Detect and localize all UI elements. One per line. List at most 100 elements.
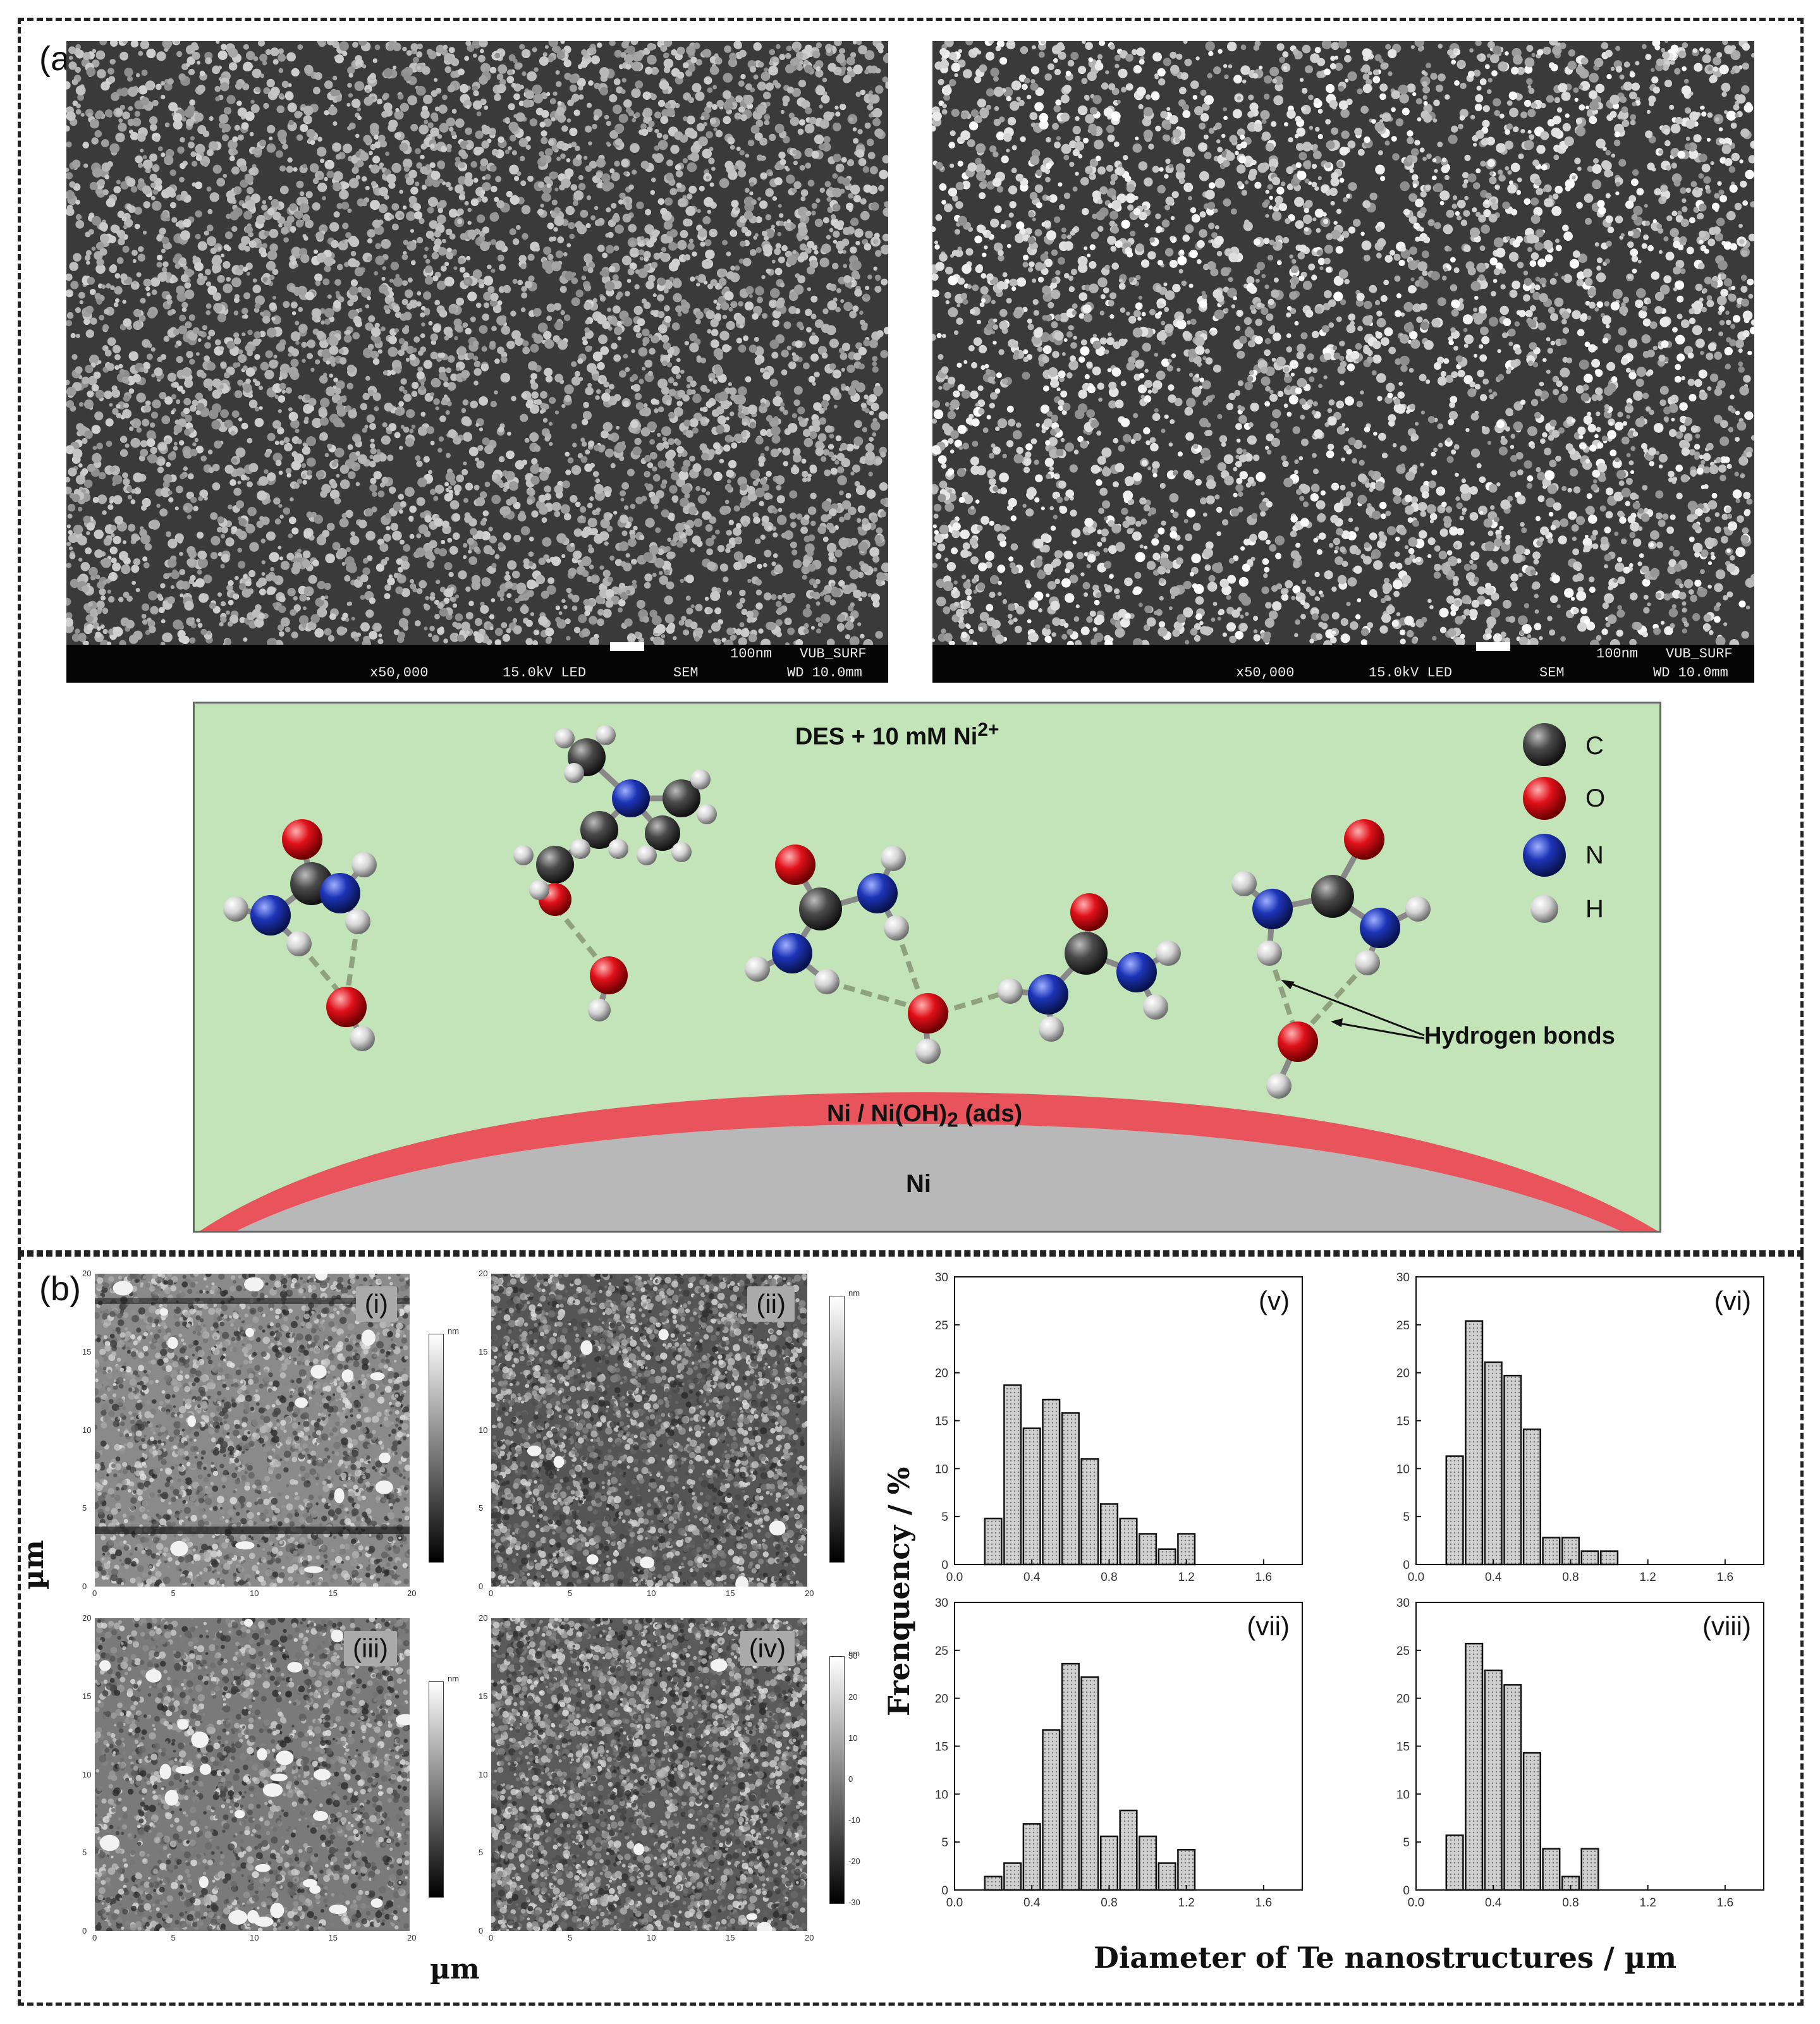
y-tick-label: 20 — [1396, 1693, 1410, 1706]
panel-a-frame — [18, 18, 1804, 1253]
x-tick-label: 0.4 — [1485, 1571, 1502, 1584]
y-tick-label: 5 — [941, 1836, 948, 1850]
sem-info-bar-right: 100nm VUB_SURF x50,000 15.0kV LED SEM WD… — [932, 642, 1754, 683]
urea-water-molecule-3 — [1231, 819, 1431, 1099]
x-tick-label: 0.4 — [1485, 1896, 1502, 1910]
histogram-5: 0.0 0.4 0.8 1.2 1.6 0 5 10 15 20 25 30 (v) — [935, 1271, 1303, 1584]
histogram-bar — [1465, 1642, 1484, 1891]
urea-water-molecule-1 — [223, 819, 377, 1051]
choline-water-molecule — [513, 725, 717, 1021]
afm-y-tick: 15 — [479, 1692, 487, 1701]
x-tick-label: 0.8 — [1562, 1896, 1579, 1910]
afm-y-tick: 0 — [479, 1926, 483, 1936]
y-tick-label: 0 — [941, 1559, 948, 1572]
nanoparticles — [66, 41, 888, 645]
histogram-bar — [1099, 1503, 1119, 1566]
x-tick-label: 0.0 — [1408, 1896, 1424, 1910]
histogram-bar — [984, 1517, 1003, 1566]
y-tick-label: 10 — [1396, 1788, 1410, 1801]
histogram-bar — [1580, 1550, 1599, 1566]
afm-y-tick: 5 — [479, 1503, 483, 1513]
legend-label-c: C — [1585, 732, 1604, 760]
histogram-bar — [1022, 1427, 1041, 1566]
urea-water-molecule-2 — [745, 844, 1181, 1064]
colorbar-tick: -20 — [848, 1856, 860, 1866]
x-tick-label: 0.8 — [1101, 1896, 1117, 1910]
x-tick-label: 1.6 — [1255, 1896, 1272, 1910]
molecular-diagram: DES + 10 mM Ni2+ C O N H Hydrogen bonds … — [193, 702, 1661, 1233]
y-tick-label: 15 — [935, 1415, 948, 1429]
afm-colorbar-i — [429, 1334, 444, 1563]
colorbar-tick: -30 — [848, 1898, 860, 1907]
afm-y-tick: 15 — [82, 1692, 91, 1701]
histogram-bar — [1139, 1533, 1157, 1566]
histogram-grid: 0.0 0.4 0.8 1.2 1.6 0 5 10 15 20 25 30 (v) 0.0 0.4 0.8 1… — [935, 1271, 1764, 1910]
histogram-bar — [1003, 1384, 1022, 1566]
histogram-bar — [1484, 1361, 1503, 1566]
histogram-bar — [1157, 1548, 1176, 1566]
colorbar-unit-iii: nm — [448, 1674, 459, 1683]
colorbar-unit-iv: nm — [848, 1649, 860, 1658]
histogram-bar — [1503, 1684, 1522, 1891]
y-tick-label: 15 — [1396, 1741, 1410, 1754]
surface-grains — [491, 1274, 807, 1587]
y-tick-label: 30 — [935, 1271, 948, 1284]
histogram-bar — [1061, 1412, 1080, 1566]
histogram-bar — [1503, 1374, 1522, 1566]
y-tick-label: 20 — [935, 1367, 948, 1381]
afm-y-tick: 20 — [82, 1269, 91, 1278]
afm-y-tick: 10 — [82, 1425, 91, 1435]
sem-image-right: 100nm VUB_SURF x50,000 15.0kV LED SEM WD… — [932, 41, 1754, 683]
afm-image-ii: (ii) — [491, 1274, 807, 1587]
afm-image-i: (i) — [95, 1274, 410, 1587]
diagram-title: DES + 10 mM Ni2+ — [795, 719, 999, 751]
afm-texture-ii — [491, 1274, 807, 1587]
histogram-bar — [984, 1875, 1003, 1891]
sem-scale-text: 100nm — [1596, 646, 1638, 662]
sem-kv-text: 15.0kV LED — [1369, 665, 1452, 681]
x-tick-label: 1.2 — [1178, 1571, 1194, 1584]
histogram-bar — [1119, 1809, 1138, 1891]
colorbar-unit-ii: nm — [848, 1288, 860, 1298]
afm-y-tick: 5 — [82, 1848, 87, 1857]
x-tick-label: 0.0 — [1408, 1571, 1424, 1584]
y-tick-label: 5 — [1403, 1836, 1410, 1850]
x-tick-label: 1.2 — [1639, 1896, 1656, 1910]
y-tick-label: 15 — [935, 1741, 948, 1754]
sem-mode-text: SEM — [673, 665, 699, 681]
surface-grains — [95, 1618, 410, 1931]
sem-mag-text: x50,000 — [1236, 665, 1294, 681]
y-tick-label: 20 — [935, 1693, 948, 1706]
nanoparticles — [932, 41, 1754, 645]
histogram-bar — [1177, 1533, 1196, 1566]
x-tick-label: 0.0 — [946, 1896, 963, 1910]
afm-x-tick: 20 — [407, 1933, 416, 1942]
histogram-bar — [1080, 1676, 1099, 1891]
afm-y-tick: 20 — [82, 1613, 91, 1623]
y-tick-label: 30 — [1396, 1271, 1410, 1284]
afm-x-tick: 5 — [171, 1588, 176, 1598]
panel-b-frame — [18, 1253, 1804, 2006]
colorbar-tick: 30 — [848, 1651, 857, 1661]
histogram-bar — [1042, 1729, 1061, 1891]
afm-y-tick: 0 — [479, 1582, 483, 1591]
afm-x-tick: 0 — [489, 1588, 493, 1598]
panel-b-label: (b) — [39, 1269, 81, 1308]
substrate-label: Ni — [906, 1170, 931, 1198]
histogram-bar — [1080, 1458, 1099, 1566]
afm-x-tick: 10 — [647, 1933, 656, 1942]
afm-colorbar-iii — [429, 1681, 444, 1898]
histogram-bar — [1600, 1550, 1619, 1566]
x-tick-label: 0.8 — [1101, 1571, 1117, 1584]
afm-x-tick: 0 — [92, 1933, 97, 1942]
legend-label-o: O — [1585, 784, 1605, 813]
x-tick-label: 0.8 — [1562, 1571, 1579, 1584]
afm-x-tick: 20 — [805, 1933, 814, 1942]
sem-texture-right — [932, 41, 1754, 645]
ni-substrate — [237, 1124, 1620, 1231]
x-tick-label: 0.4 — [1023, 1896, 1041, 1910]
surface-grains — [491, 1618, 807, 1931]
surface-grains — [95, 1274, 410, 1587]
histogram-bar — [1465, 1320, 1484, 1566]
x-tick-label: 1.6 — [1255, 1571, 1272, 1584]
